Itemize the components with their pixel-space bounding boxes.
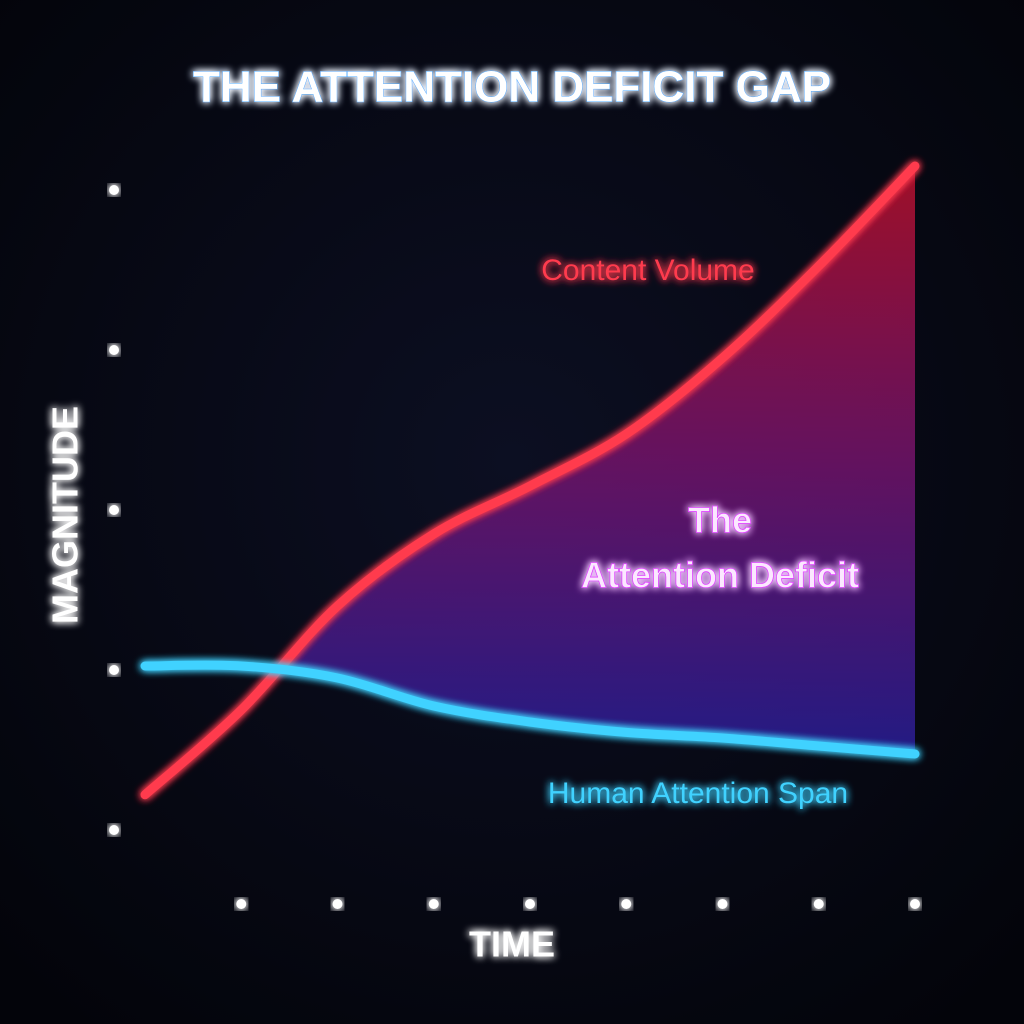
- x-tick-dot: [910, 899, 920, 909]
- y-tick-dot: [109, 345, 119, 355]
- x-tick-dot: [621, 899, 632, 909]
- x-tick-dot: [428, 899, 439, 909]
- annotation: Attention Deficit: [581, 555, 859, 596]
- y-tick-dot: [109, 825, 119, 835]
- series-line: [140, 660, 920, 759]
- y-axis-label: MAGNITUDE: [45, 406, 86, 624]
- x-axis-label: TIME: [469, 924, 555, 965]
- y-tick-dot: [109, 185, 119, 195]
- x-tick-dot: [717, 899, 728, 909]
- y-tick-dot: [109, 665, 119, 675]
- gap-area: [277, 166, 915, 754]
- x-tick-dot: [332, 899, 343, 909]
- x-tick-dot: [525, 899, 535, 909]
- y-tick-dot: [109, 505, 119, 515]
- legend-label: Human Attention Span: [548, 777, 848, 810]
- series-line: [140, 161, 920, 800]
- x-tick-dot: [236, 899, 247, 909]
- plot: Content Volume Human Attention Span The Att…: [109, 161, 920, 909]
- annotation: The: [688, 500, 752, 541]
- x-tick-dot: [813, 899, 824, 909]
- chart-title: THE ATTENTION DEFICIT GAP: [193, 63, 831, 112]
- legend-label: Content Volume: [541, 254, 754, 287]
